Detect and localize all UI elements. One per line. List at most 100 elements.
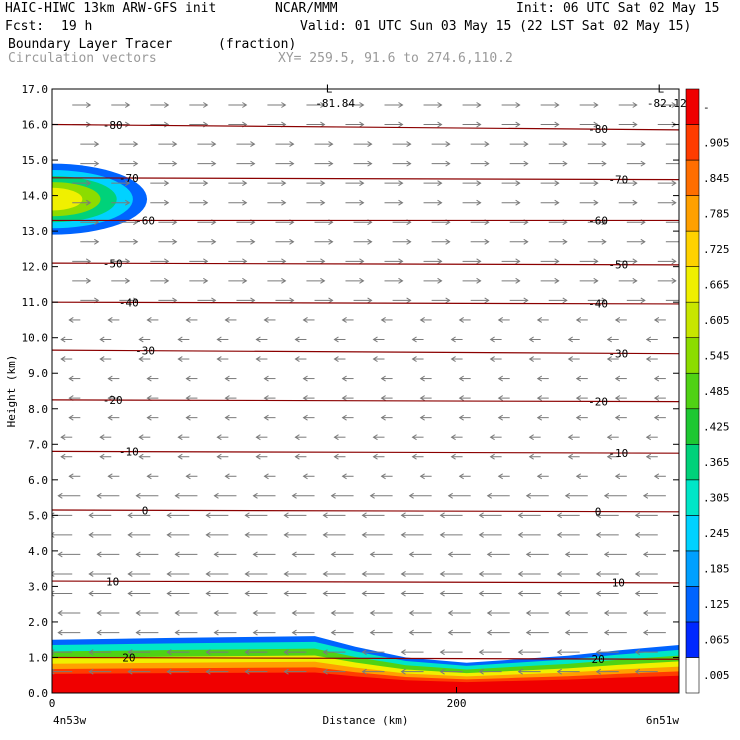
vector-arrowhead [68,414,74,421]
vector-arrowhead [528,336,534,343]
vector-arrowhead [653,317,660,323]
y-tick-label: 1.0 [28,651,48,664]
vector-arrowhead [564,551,571,558]
isotherm-line [52,262,679,266]
isotherm-label: 20 [122,652,135,665]
vector-arrowhead [554,180,560,187]
isotherm-label: -10 [119,446,139,459]
vector-arrowhead [85,180,92,187]
colorbar-label: .365 [703,456,730,469]
vector-arrowhead [203,180,209,187]
vector-arrowhead [515,258,521,265]
vector-arrowhead [606,434,612,441]
vector-arrowhead [94,238,100,245]
vector-arrowhead [68,473,74,480]
vector-arrowhead [458,317,464,323]
vector-arrowhead [133,160,139,167]
vector-arrowhead [320,180,326,187]
colorbar-swatch [685,550,700,587]
vector-arrowhead [536,473,543,480]
colorbar-swatch [685,586,700,623]
vector-arrowhead [252,610,258,616]
vector-arrowhead [486,551,492,558]
vector-arrowhead [406,297,412,304]
vector-arrowhead [437,121,443,128]
field-name: Boundary Layer Tracer [8,37,173,52]
vector-arrowhead [554,102,560,108]
vector-arrowhead [634,531,641,538]
vector-arrowhead [166,531,172,538]
vector-arrowhead [244,590,250,597]
vector-arrowhead [595,668,601,675]
vector-arrowhead [205,668,211,675]
y-tick-label: 3.0 [28,580,48,593]
vector-arrowhead [291,551,297,558]
vector-arrowhead [57,551,63,558]
isotherm-line [52,177,679,181]
isotherm-line [52,509,679,513]
vector-arrowhead [525,492,532,499]
vector-arrowhead [400,571,406,577]
vector-arrowhead [289,238,295,245]
vector-arrowhead [640,238,646,245]
vector-arrowhead [135,610,141,616]
y-tick-label: 17.0 [22,83,49,96]
vector-arrowhead [567,453,573,460]
vector-arrowhead [320,121,326,128]
vector-arrowhead [536,375,543,382]
vector-arrowhead [255,434,261,441]
vector-arrowhead [224,375,230,382]
vector-arrowhead [99,356,105,362]
colorbar-label: - [703,101,710,114]
vector-arrowhead [281,180,287,187]
vector-arrowhead [595,571,601,577]
vector-arrowhead [458,473,464,480]
tracer-field [52,163,679,693]
vector-arrowhead [406,141,412,147]
vector-arrowhead [283,649,289,656]
vector-arrowhead [484,141,490,147]
vector-arrowhead [614,375,621,382]
vector-arrowhead [419,473,425,480]
vector-arrowhead [52,649,55,656]
vector-arrowhead [380,317,386,323]
vector-arrowhead [632,258,638,265]
y-tick-label: 4.0 [28,545,48,558]
vector-arrowhead [445,141,451,147]
vector-arrowhead [523,238,529,245]
vector-arrowhead [369,492,375,499]
vector-arrowhead [328,238,334,245]
vector-arrowhead [606,356,612,362]
vector-arrowhead [476,199,482,206]
colorbar-swatch [685,408,700,445]
isotherm-label: 0 [595,506,602,519]
vector-arrowhead [60,336,66,343]
vector-arrowhead [380,395,386,402]
vector-arrowhead [302,395,308,402]
colorbar-swatch [685,230,700,267]
vector-arrowhead [528,434,534,441]
vector-arrowhead [653,375,660,382]
vector-arrowhead [135,629,141,636]
y-tick-label: 6.0 [28,474,48,487]
vector-arrowhead [302,414,308,421]
vector-arrowhead [94,141,100,147]
y-tick-label: 15.0 [22,154,49,167]
vector-arrowhead [177,356,183,362]
vector-arrowhead [632,199,638,206]
vector-arrowhead [634,668,641,675]
model-title: HAIC-HIWC 13km ARW-GFS init [5,1,217,16]
vector-arrowhead [536,414,543,421]
y-tick-label: 16.0 [22,119,49,132]
vector-arrowhead [85,277,92,284]
vector-arrowhead [213,551,219,558]
vector-arrowhead [174,610,180,616]
isotherm-label: 0 [142,504,149,517]
vector-arrowhead [328,141,334,147]
vector-arrowhead [330,492,336,499]
vector-arrowhead [85,102,92,108]
vector-arrowhead [372,434,378,441]
vector-arrowhead [164,277,170,284]
isotherm-label: 20 [591,653,604,666]
colorbar-label: .485 [703,385,730,398]
